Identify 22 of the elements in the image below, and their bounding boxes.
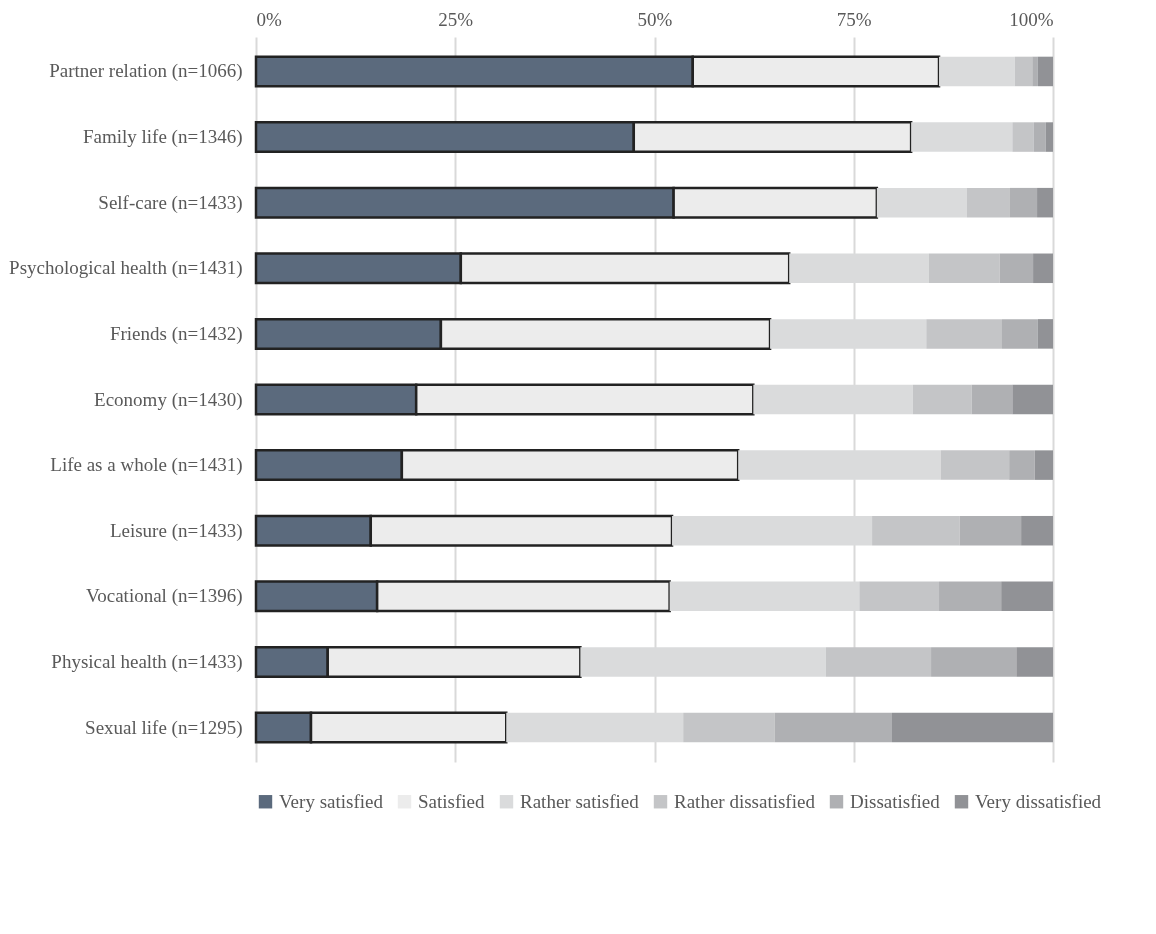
y-tick-label: Family life (n=1346) (82, 126, 243, 149)
x-tick-label: 50% (637, 8, 673, 30)
legend-label: Very dissatisfied (975, 790, 1102, 812)
legend-label: Rather dissatisfied (674, 790, 816, 812)
y-tick-label: Self-care (n=1433) (98, 191, 243, 214)
y-tick-label: Sexual life (n=1295) (85, 716, 243, 739)
y-tick-label: Friends (n=1432) (109, 322, 243, 345)
y-tick-label: Leisure (n=1433) (109, 519, 243, 542)
legend-label: Very satisfied (279, 790, 384, 812)
legend-label: Dissatisfied (850, 790, 941, 812)
x-tick-label: 75% (836, 8, 872, 30)
y-tick-label: Life as a whole (n=1431) (50, 454, 243, 477)
x-tick-label: 25% (438, 8, 474, 30)
y-tick-label: Vocational (n=1396) (85, 585, 243, 608)
legend-label: Satisfied (418, 790, 485, 812)
y-tick-label: Physical health (n=1433) (51, 650, 243, 673)
y-tick-label: Economy (n=1430) (94, 388, 243, 411)
y-tick-label: Psychological health (n=1431) (9, 257, 243, 280)
legend-label: Rather satisfied (520, 790, 640, 812)
x-tick-label: 100% (1009, 8, 1054, 30)
x-tick-label: 0% (256, 8, 282, 30)
y-tick-label: Partner relation (n=1066) (49, 60, 243, 83)
